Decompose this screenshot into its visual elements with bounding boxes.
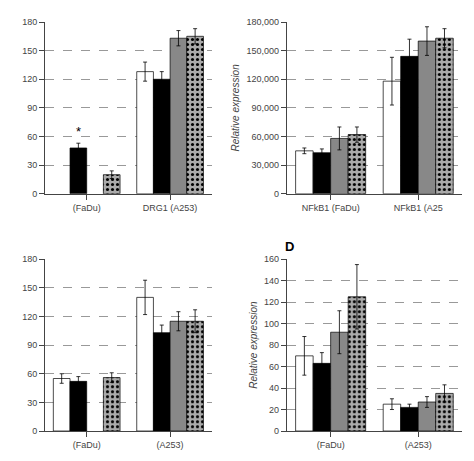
svg-text:150: 150 — [22, 283, 37, 293]
svg-text:80: 80 — [269, 340, 279, 350]
svg-text:0: 0 — [32, 426, 37, 436]
svg-text:180,000: 180,000 — [247, 17, 280, 27]
svg-text:30: 30 — [27, 160, 37, 170]
svg-text:*: * — [76, 124, 81, 139]
svg-text:100: 100 — [264, 319, 279, 329]
svg-text:D: D — [285, 239, 294, 254]
svg-text:30,000: 30,000 — [252, 160, 280, 170]
svg-text:90: 90 — [27, 340, 37, 350]
svg-text:120: 120 — [264, 297, 279, 307]
svg-text:60,000: 60,000 — [252, 132, 280, 142]
svg-text:140: 140 — [264, 276, 279, 286]
svg-text:90,000: 90,000 — [252, 103, 280, 113]
svg-text:30: 30 — [27, 398, 37, 408]
svg-text:180: 180 — [22, 17, 37, 27]
svg-text:20: 20 — [269, 405, 279, 415]
svg-text:120: 120 — [22, 74, 37, 84]
svg-text:60: 60 — [27, 132, 37, 142]
svg-text:Relative expression: Relative expression — [248, 301, 259, 389]
svg-text:180: 180 — [22, 254, 37, 264]
svg-text:160: 160 — [264, 254, 279, 264]
svg-text:120: 120 — [22, 312, 37, 322]
svg-text:40: 40 — [269, 383, 279, 393]
svg-text:(FaDu): (FaDu) — [73, 440, 101, 450]
svg-text:60: 60 — [269, 362, 279, 372]
svg-text:150,000: 150,000 — [247, 46, 280, 56]
svg-text:NFkB1 (FaDu): NFkB1 (FaDu) — [302, 203, 360, 213]
svg-text:60: 60 — [27, 369, 37, 379]
svg-text:(FaDu): (FaDu) — [317, 440, 345, 450]
svg-text:150: 150 — [22, 46, 37, 56]
svg-text:0: 0 — [274, 189, 279, 199]
svg-text:(A253): (A253) — [157, 440, 184, 450]
svg-text:0: 0 — [274, 426, 279, 436]
svg-text:(A253): (A253) — [405, 440, 432, 450]
svg-text:90: 90 — [27, 103, 37, 113]
svg-text:DRG1 (A253): DRG1 (A253) — [143, 203, 198, 213]
svg-text:0: 0 — [32, 189, 37, 199]
svg-text:Relative expression: Relative expression — [231, 64, 242, 152]
svg-text:120,000: 120,000 — [247, 74, 280, 84]
svg-text:NFkB1 (A25: NFkB1 (A25 — [394, 203, 443, 213]
svg-text:(FaDu): (FaDu) — [73, 203, 101, 213]
